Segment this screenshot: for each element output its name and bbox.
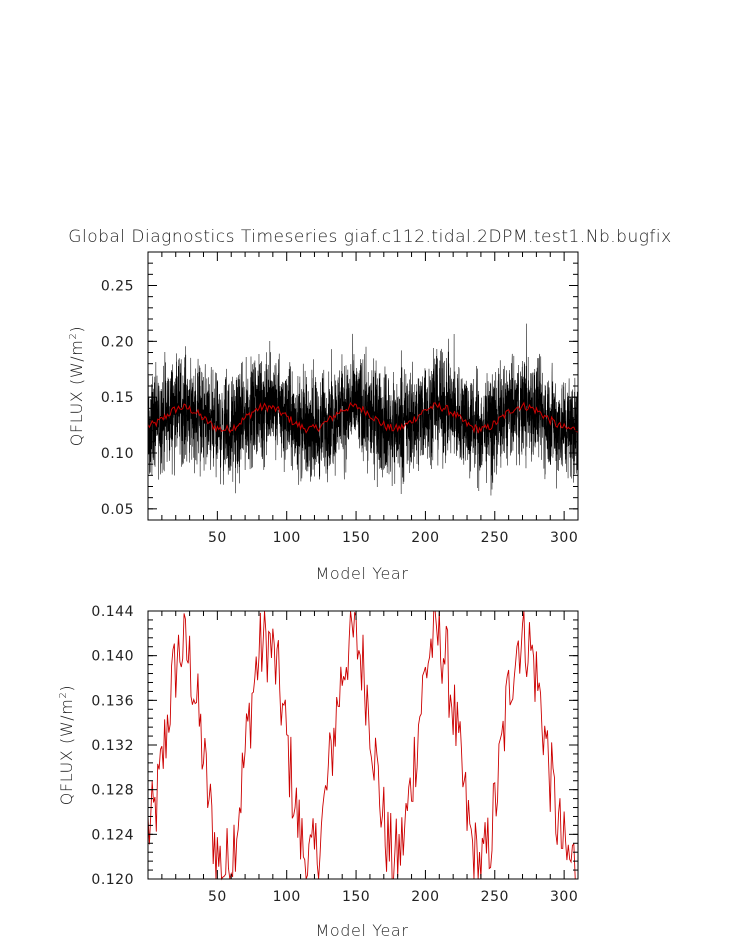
bottom-x-tick-label: 150 xyxy=(342,889,370,905)
bottom-x-axis-label: Model Year xyxy=(316,921,409,940)
bottom-y-tick-label: 0.124 xyxy=(91,827,134,843)
bottom-tick-layer: 50 100 150 200 250 300 0.120 0.124 0.128 0.132 0.1… xyxy=(91,604,578,905)
chart-title: Global Diagnostics Timeseries giaf.c112.… xyxy=(68,227,671,247)
top-annual-mean-line xyxy=(147,401,579,434)
bottom-x-tick-label: 100 xyxy=(273,889,301,905)
bottom-x-tick-label: 300 xyxy=(550,889,578,905)
top-y-label-close: ) xyxy=(67,326,86,333)
top-y-label-main: QFLUX (W/m xyxy=(67,340,86,447)
top-plot-frame xyxy=(147,251,579,521)
bottom-y-axis-label: QFLUX (W/m2) xyxy=(57,685,76,806)
top-x-tick-label: 100 xyxy=(273,530,301,546)
top-panel: 50 100 150 200 250 300 0.05 0.10 0.15 0.20 0.25 Mo… xyxy=(67,251,579,583)
bottom-y-tick-label: 0.144 xyxy=(91,604,134,620)
bottom-y-label-sup: 2 xyxy=(58,692,69,699)
bottom-plot-frame xyxy=(147,610,579,880)
bottom-x-tick-label: 200 xyxy=(411,889,439,905)
bottom-x-tick-label: 250 xyxy=(481,889,509,905)
bottom-y-tick-label: 0.120 xyxy=(91,872,134,888)
bottom-y-tick-label: 0.132 xyxy=(91,738,134,754)
top-x-tick-label: 50 xyxy=(208,530,227,546)
bottom-panel: 50 100 150 200 250 300 0.120 0.124 0.128 0.132 0.1… xyxy=(57,604,579,940)
top-series-layer xyxy=(147,323,579,496)
bottom-y-tick-label: 0.136 xyxy=(91,693,134,709)
bottom-annual-mean-line xyxy=(147,610,578,881)
top-y-tick-label: 0.20 xyxy=(101,334,134,350)
top-x-tick-label: 150 xyxy=(342,530,370,546)
top-y-tick-label: 0.05 xyxy=(101,502,134,518)
top-x-tick-label: 300 xyxy=(550,530,578,546)
top-x-tick-label: 250 xyxy=(481,530,509,546)
bottom-x-tick-label: 50 xyxy=(208,889,227,905)
bottom-y-label-main: QFLUX (W/m xyxy=(57,699,76,806)
top-y-tick-label: 0.15 xyxy=(101,390,134,406)
top-monthly-series-line xyxy=(147,323,579,496)
top-x-axis-label: Model Year xyxy=(316,564,409,583)
bottom-y-label-close: ) xyxy=(57,685,76,692)
bottom-y-tick-label: 0.128 xyxy=(91,783,134,799)
top-y-tick-label: 0.25 xyxy=(101,279,134,295)
top-x-tick-label: 200 xyxy=(411,530,439,546)
top-y-tick-label: 0.10 xyxy=(101,446,134,462)
bottom-y-tick-label: 0.140 xyxy=(91,649,134,665)
top-y-axis-label: QFLUX (W/m2) xyxy=(67,326,86,447)
top-y-label-sup: 2 xyxy=(68,333,79,340)
bottom-series-layer xyxy=(147,610,578,881)
